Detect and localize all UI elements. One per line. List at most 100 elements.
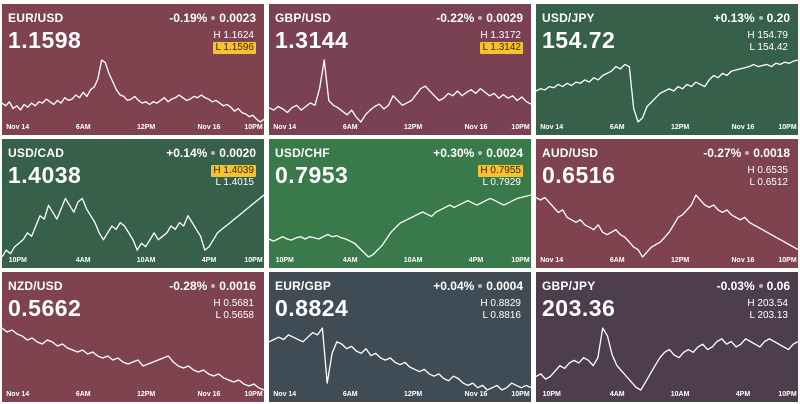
change-percent: -0.03% xyxy=(716,279,755,293)
day-high: H 203.54 xyxy=(747,298,788,309)
price-chart[interactable] xyxy=(269,58,531,124)
price-series-line xyxy=(536,194,798,258)
currency-tile-eur-gbp[interactable]: EUR/GBP +0.04% 0.0004 0.8824 H 0.8829 L 0.881… xyxy=(269,272,531,402)
day-low: L 1.1596 xyxy=(213,42,256,54)
separator-dot xyxy=(211,15,216,20)
time-axis-tick: 10PM xyxy=(244,124,263,131)
currency-tile-usd-cad[interactable]: USD/CAD +0.14% 0.0020 1.4038 H 1.4039 L 1.401… xyxy=(2,139,264,268)
day-high: H 0.5681 xyxy=(213,298,254,309)
time-axis: Nov 14 6AM 12PM Nov 16 10PM xyxy=(269,124,531,134)
pair-label: AUD/USD xyxy=(542,146,599,160)
time-axis-tick: 10PM xyxy=(778,391,797,398)
time-axis: Nov 14 6AM 12PM Nov 16 10PM xyxy=(2,124,264,134)
currency-tile-usd-chf[interactable]: USD/CHF +0.30% 0.0024 0.7953 H 0.7955 L 0.792… xyxy=(269,139,531,268)
time-axis-tick: Nov 14 xyxy=(6,124,30,131)
time-axis-tick: Nov 14 xyxy=(540,124,564,131)
current-price: 154.72 xyxy=(542,27,616,53)
day-low: L 0.7929 xyxy=(482,177,521,188)
price-chart[interactable] xyxy=(2,193,264,259)
pair-label: GBP/JPY xyxy=(542,279,596,293)
currency-tile-gbp-usd[interactable]: GBP/USD -0.22% 0.0029 1.3144 H 1.3172 L 1.314… xyxy=(269,4,531,135)
time-axis-tick: 12PM xyxy=(670,257,690,264)
change-readout: +0.14% 0.0020 xyxy=(166,146,256,160)
day-high: H 0.6535 xyxy=(747,165,788,176)
time-axis-tick: 12PM xyxy=(136,124,156,131)
time-axis-tick: 12PM xyxy=(403,391,423,398)
separator-dot xyxy=(211,283,216,288)
price-chart[interactable] xyxy=(536,193,798,259)
day-high: H 0.8829 xyxy=(480,298,521,309)
time-axis-tick: Nov 14 xyxy=(6,391,30,398)
separator-dot xyxy=(758,15,763,20)
day-high: H 154.79 xyxy=(747,30,788,41)
change-readout: -0.22% 0.0029 xyxy=(436,11,523,25)
change-percent: +0.30% xyxy=(433,146,475,160)
price-chart[interactable] xyxy=(2,58,264,124)
separator-dot xyxy=(745,150,750,155)
pair-label: USD/JPY xyxy=(542,11,595,25)
price-chart[interactable] xyxy=(269,193,531,259)
current-price: 1.1598 xyxy=(8,27,82,53)
price-chart[interactable] xyxy=(2,326,264,392)
day-low: L 154.42 xyxy=(749,42,788,53)
pair-label: GBP/USD xyxy=(275,11,332,25)
separator-dot xyxy=(211,150,216,155)
currency-tile-eur-usd[interactable]: EUR/USD -0.19% 0.0023 1.1598 H 1.1624 L 1.159… xyxy=(2,4,264,135)
change-amount: 0.06 xyxy=(766,279,790,293)
time-axis-tick: 6AM xyxy=(609,257,625,264)
current-price: 0.7953 xyxy=(275,162,349,188)
time-axis-tick: Nov 14 xyxy=(273,391,297,398)
time-axis-tick: 4AM xyxy=(609,391,625,398)
current-price: 1.4038 xyxy=(8,162,82,188)
time-axis-tick: 12PM xyxy=(403,124,423,131)
time-axis-tick: 6AM xyxy=(75,391,91,398)
time-axis-tick: 6AM xyxy=(342,124,358,131)
pair-label: EUR/USD xyxy=(8,11,64,25)
current-price: 0.8824 xyxy=(275,295,349,321)
change-amount: 0.0023 xyxy=(219,11,256,25)
day-low: L 203.13 xyxy=(749,310,788,321)
change-amount: 0.0004 xyxy=(486,279,523,293)
price-chart[interactable] xyxy=(269,326,531,392)
currency-tile-nzd-usd[interactable]: NZD/USD -0.28% 0.0016 0.5662 H 0.5681 L 0.565… xyxy=(2,272,264,402)
day-low: L 1.4015 xyxy=(215,177,254,188)
time-axis-tick: 10PM xyxy=(8,257,27,264)
time-axis-tick: 10PM xyxy=(511,391,530,398)
currency-tile-gbp-jpy[interactable]: GBP/JPY -0.03% 0.06 203.36 H 203.54 L 203.13 1… xyxy=(536,272,798,402)
change-percent: -0.28% xyxy=(169,279,208,293)
price-series-line xyxy=(269,327,531,391)
change-amount: 0.0029 xyxy=(486,11,523,25)
time-axis-tick: Nov 16 xyxy=(197,124,221,131)
change-readout: +0.30% 0.0024 xyxy=(433,146,523,160)
change-readout: +0.13% 0.20 xyxy=(714,11,790,25)
change-readout: -0.27% 0.0018 xyxy=(703,146,790,160)
time-axis: 10PM 4AM 10AM 4PM 10PM xyxy=(269,257,531,267)
time-axis-tick: Nov 16 xyxy=(731,257,755,264)
time-axis: Nov 14 6AM 12PM Nov 16 10PM xyxy=(536,124,798,134)
pair-label: USD/CAD xyxy=(8,146,65,160)
change-amount: 0.0016 xyxy=(219,279,256,293)
time-axis-tick: 10PM xyxy=(244,257,263,264)
day-high: H 1.3172 xyxy=(480,30,521,41)
day-high: H 1.4039 xyxy=(211,165,256,177)
time-axis-tick: Nov 16 xyxy=(464,391,488,398)
price-series-line xyxy=(269,194,531,258)
time-axis-tick: 10AM xyxy=(670,391,690,398)
pair-label: NZD/USD xyxy=(8,279,63,293)
price-chart[interactable] xyxy=(536,326,798,392)
time-axis-tick: 4AM xyxy=(75,257,91,264)
price-series-line xyxy=(2,59,264,123)
currency-tile-aud-usd[interactable]: AUD/USD -0.27% 0.0018 0.6516 H 0.6535 L 0.651… xyxy=(536,139,798,268)
time-axis-tick: 6AM xyxy=(609,124,625,131)
separator-dot xyxy=(478,283,483,288)
day-low: L 1.3142 xyxy=(480,42,523,54)
change-percent: -0.19% xyxy=(169,11,208,25)
change-amount: 0.0024 xyxy=(486,146,523,160)
time-axis-tick: 6AM xyxy=(75,124,91,131)
time-axis: 10PM 4AM 10AM 4PM 10PM xyxy=(536,391,798,401)
price-chart[interactable] xyxy=(536,58,798,124)
time-axis-tick: Nov 14 xyxy=(273,124,297,131)
currency-tile-usd-jpy[interactable]: USD/JPY +0.13% 0.20 154.72 H 154.79 L 154.42 N… xyxy=(536,4,798,135)
change-readout: -0.03% 0.06 xyxy=(717,279,790,293)
time-axis-tick: Nov 16 xyxy=(464,124,488,131)
